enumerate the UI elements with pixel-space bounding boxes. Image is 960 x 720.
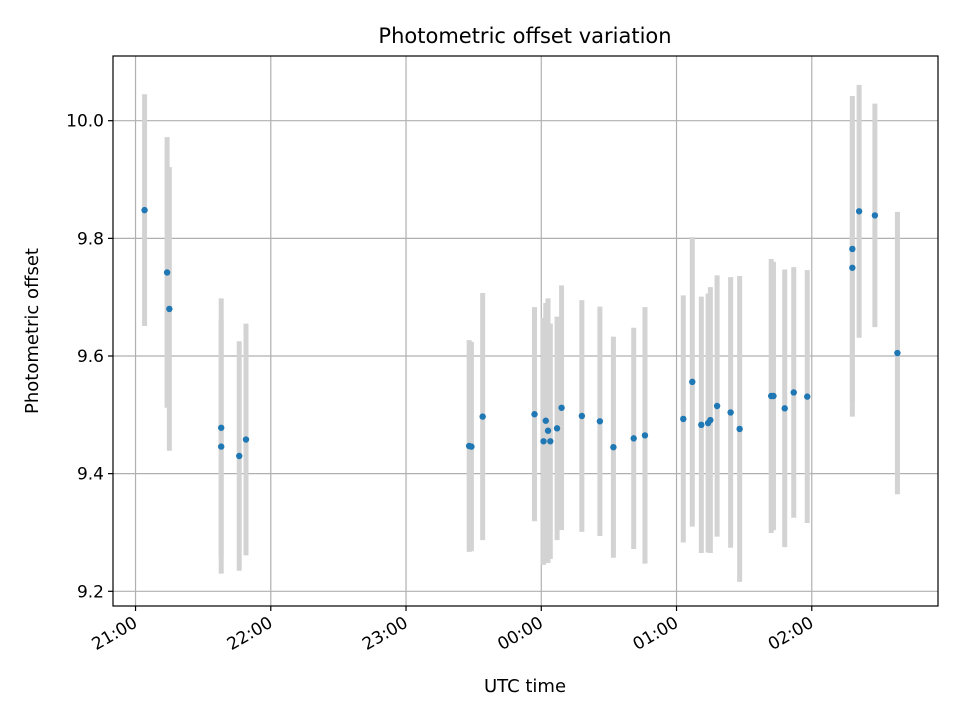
data-point (698, 421, 705, 429)
data-point (141, 206, 148, 214)
data-points (141, 206, 901, 460)
y-axis-ticks: 9.2 9.4 9.6 9.8 10.0 (66, 112, 113, 602)
data-point (610, 443, 617, 451)
data-point (479, 413, 486, 420)
data-point (849, 245, 856, 253)
data-point (596, 418, 604, 425)
data-point (217, 424, 225, 431)
data-point (558, 404, 565, 411)
data-point (217, 443, 225, 450)
data-point (770, 392, 777, 400)
y-tick-label: 10.0 (66, 112, 104, 132)
data-point (547, 438, 554, 445)
data-point (894, 349, 901, 357)
data-point (578, 412, 586, 420)
data-point (849, 264, 856, 271)
data-point (553, 425, 561, 432)
plot-frame (112, 55, 939, 607)
data-point (468, 443, 475, 450)
data-point (531, 411, 538, 418)
data-point (544, 427, 552, 434)
y-tick-label: 9.4 (77, 465, 104, 485)
x-axis-label: UTC time (484, 676, 566, 697)
data-point (641, 432, 649, 439)
data-point (781, 405, 788, 412)
data-point (707, 416, 714, 424)
data-point (727, 409, 734, 416)
y-tick-label: 9.6 (77, 347, 104, 367)
data-point (163, 269, 171, 276)
y-tick-label: 9.8 (77, 229, 104, 249)
data-point (736, 425, 743, 433)
data-point (855, 208, 863, 215)
y-axis-label: Photometric offset (22, 248, 43, 414)
data-point (542, 417, 549, 424)
data-point (540, 438, 547, 445)
data-point (166, 305, 173, 313)
data-point (689, 378, 696, 386)
data-point (680, 415, 687, 423)
data-point (713, 402, 721, 410)
data-point (871, 212, 879, 219)
chart-title: Photometric offset variation (378, 24, 671, 48)
data-point (242, 436, 250, 443)
data-point (790, 389, 797, 396)
data-point (630, 435, 637, 442)
data-point (804, 393, 811, 400)
data-point (236, 452, 243, 460)
grid (113, 56, 938, 606)
y-tick-label: 9.2 (77, 582, 104, 602)
